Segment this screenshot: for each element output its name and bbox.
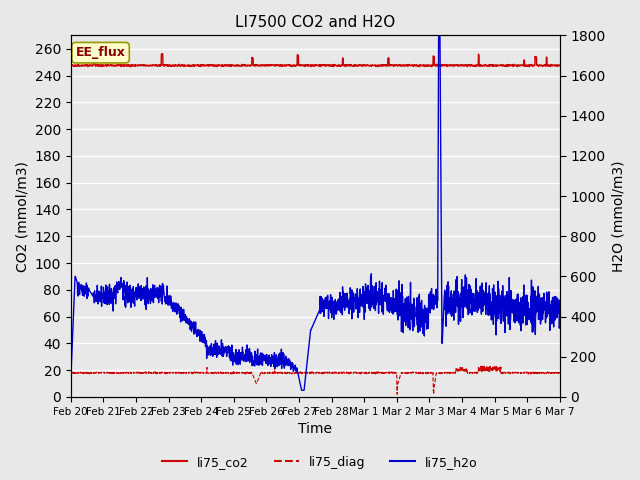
li75_diag [329, 370, 337, 375]
li75_h2o [340, 295, 348, 300]
Title: LI7500 CO2 and H2O: LI7500 CO2 and H2O [235, 15, 396, 30]
Legend: li75_co2, li75_diag, li75_h2o: li75_co2, li75_diag, li75_h2o [157, 451, 483, 474]
li75_co2 [513, 62, 521, 68]
li75_co2 [67, 62, 75, 68]
li75_co2 [126, 64, 134, 70]
Text: EE_flux: EE_flux [76, 46, 125, 59]
li75_h2o [298, 387, 305, 393]
X-axis label: Time: Time [298, 422, 332, 436]
li75_co2 [204, 62, 211, 68]
li75_diag [479, 363, 487, 369]
li75_h2o [527, 312, 534, 317]
li75_diag [513, 370, 521, 375]
Line: li75_co2: li75_co2 [71, 54, 560, 67]
li75_diag [457, 365, 465, 371]
Line: li75_diag: li75_diag [71, 366, 560, 394]
Y-axis label: CO2 (mmol/m3): CO2 (mmol/m3) [15, 161, 29, 272]
li75_co2 [159, 51, 166, 57]
Y-axis label: H2O (mmol/m3): H2O (mmol/m3) [611, 160, 625, 272]
li75_co2 [340, 63, 348, 69]
li75_co2 [458, 63, 465, 69]
li75_h2o [329, 306, 337, 312]
li75_h2o [67, 377, 75, 383]
li75_diag [556, 370, 564, 376]
li75_diag [204, 370, 211, 376]
li75_co2 [330, 63, 337, 69]
li75_h2o [435, 33, 442, 38]
li75_diag [67, 371, 75, 376]
li75_diag [340, 369, 348, 375]
Line: li75_h2o: li75_h2o [71, 36, 560, 390]
li75_h2o [556, 297, 564, 303]
li75_h2o [513, 318, 521, 324]
li75_h2o [204, 343, 211, 348]
li75_co2 [556, 62, 564, 68]
li75_diag [527, 370, 534, 375]
li75_diag [394, 391, 401, 397]
li75_co2 [527, 62, 534, 68]
li75_h2o [458, 290, 465, 296]
